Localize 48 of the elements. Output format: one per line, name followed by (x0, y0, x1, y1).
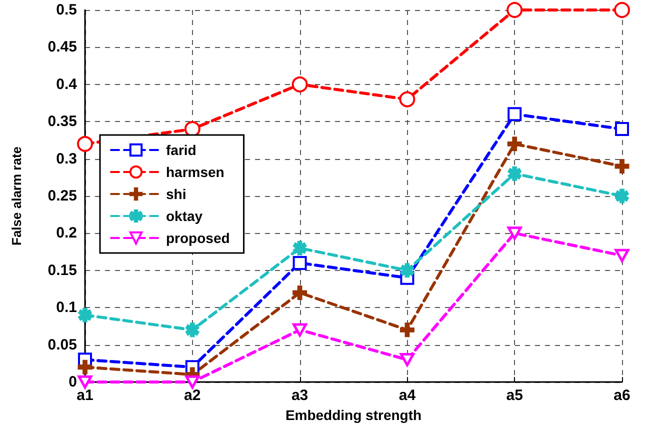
point (615, 122, 629, 136)
point (185, 375, 200, 389)
point (506, 2, 523, 18)
y-tick-label: 0.15 (48, 262, 77, 279)
x-tick-label: a3 (291, 387, 308, 404)
y-tick-label: 0.5 (56, 2, 77, 18)
point (293, 240, 307, 256)
y-tick-label: 0.45 (48, 38, 77, 56)
point (614, 158, 630, 174)
point (507, 226, 522, 240)
x-tick-label: a4 (398, 387, 416, 404)
y-axis-title: False alarm rate (9, 146, 24, 246)
x-tick-label: a5 (506, 387, 523, 404)
point (292, 256, 307, 270)
y-tick-label: 0.2 (56, 224, 77, 242)
legend-label: farid (166, 142, 196, 158)
y-tick-label: 0.35 (48, 113, 77, 130)
y-tick-label: 0.3 (56, 150, 77, 168)
legend-label: shi (166, 186, 186, 202)
x-tick-label: a2 (184, 387, 201, 404)
y-tick-label: 0.25 (48, 188, 77, 204)
point (615, 188, 629, 204)
point (292, 76, 308, 92)
point (507, 136, 522, 152)
x-tick-label: a6 (614, 387, 630, 404)
point (399, 91, 416, 108)
point (614, 248, 630, 262)
y-tick-label: 0.1 (56, 299, 77, 316)
y-tick-label: 0 (68, 374, 77, 390)
legend-label: harmsen (166, 164, 224, 180)
point (614, 2, 630, 18)
y-tick-label: 0.4 (56, 76, 78, 93)
point (400, 263, 414, 278)
legend-label: proposed (166, 230, 230, 246)
point (400, 353, 414, 366)
point (508, 166, 522, 181)
point (78, 360, 92, 374)
point (292, 323, 308, 337)
point (78, 308, 92, 322)
point (186, 322, 200, 338)
x-tick-label: a1 (76, 387, 94, 404)
point (77, 136, 93, 152)
point (292, 285, 308, 300)
point (400, 322, 414, 338)
point (508, 107, 522, 122)
x-axis-title: Embedding strength (285, 407, 422, 423)
y-tick-label: 0.05 (48, 336, 77, 354)
legend-label: oktay (166, 208, 203, 224)
